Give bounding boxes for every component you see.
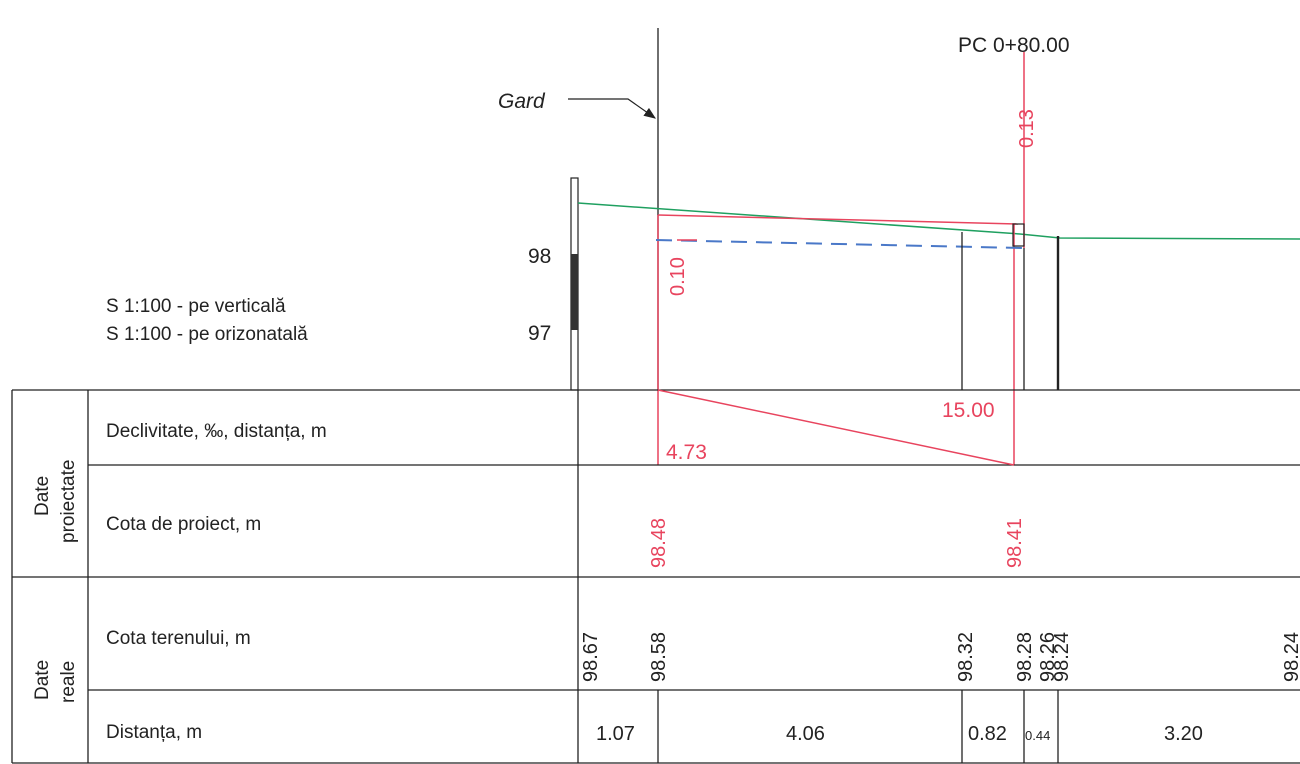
- terrain-line: [577, 202, 1300, 240]
- elevation-label-98: 98: [528, 245, 551, 268]
- pc-marker-box: [1012, 223, 1025, 247]
- group-real-line2: reale: [58, 661, 79, 703]
- terrain-elevation-value: 98.32: [955, 632, 977, 682]
- distance-value: 4.06: [786, 723, 825, 745]
- elevation-scale-bar-fill: [571, 254, 578, 330]
- distance-value: 1.07: [596, 723, 635, 745]
- row-label-design-elevation: Cota de proiect, m: [106, 514, 261, 535]
- elevation-label-97: 97: [528, 322, 551, 345]
- row-label-distance: Distanța, m: [106, 722, 202, 743]
- distance-value: 0.44: [1025, 728, 1050, 743]
- scale-vertical-note: S 1:100 - pe verticală: [106, 296, 286, 317]
- row-label-terrain-elevation: Cota terenului, m: [106, 628, 251, 649]
- group-projected-line1: Date: [32, 476, 53, 516]
- terrain-elevation-value: 98.26: [1037, 632, 1059, 682]
- distance-value: 3.20: [1164, 723, 1203, 745]
- design-profile: [657, 214, 1019, 225]
- pc-height-label: 0.13: [1016, 109, 1038, 148]
- offset-label: 0.10: [667, 257, 689, 296]
- declivity-value: 4.73: [666, 441, 707, 464]
- terrain-elevation-value: 98.67: [580, 632, 602, 682]
- gard-label: Gard: [498, 90, 546, 113]
- terrain-elevation-value: 98.58: [648, 632, 670, 682]
- design-elevation-1: 98.48: [648, 518, 670, 568]
- pc-station-label: PC 0+80.00: [958, 34, 1070, 57]
- row-label-declivity: Declivitate, ‰, distanța, m: [106, 421, 327, 442]
- design-elevation-2: 98.41: [1004, 518, 1026, 568]
- reference-dashed-line: [655, 239, 1023, 249]
- declivity-length: 15.00: [942, 399, 995, 422]
- gard-leader: [568, 98, 656, 119]
- terrain-elevation-value: 98.28: [1014, 632, 1036, 682]
- terrain-elevation-value: 98.24: [1051, 632, 1073, 682]
- distance-value: 0.82: [968, 723, 1007, 745]
- group-real-line1: Date: [32, 660, 53, 700]
- scale-horizontal-note: S 1:100 - pe orizonatală: [106, 324, 308, 345]
- declivity-diagonal: [657, 389, 1015, 466]
- group-projected-line2: proiectate: [58, 460, 79, 543]
- terrain-elevation-value: 98.24: [1281, 632, 1300, 682]
